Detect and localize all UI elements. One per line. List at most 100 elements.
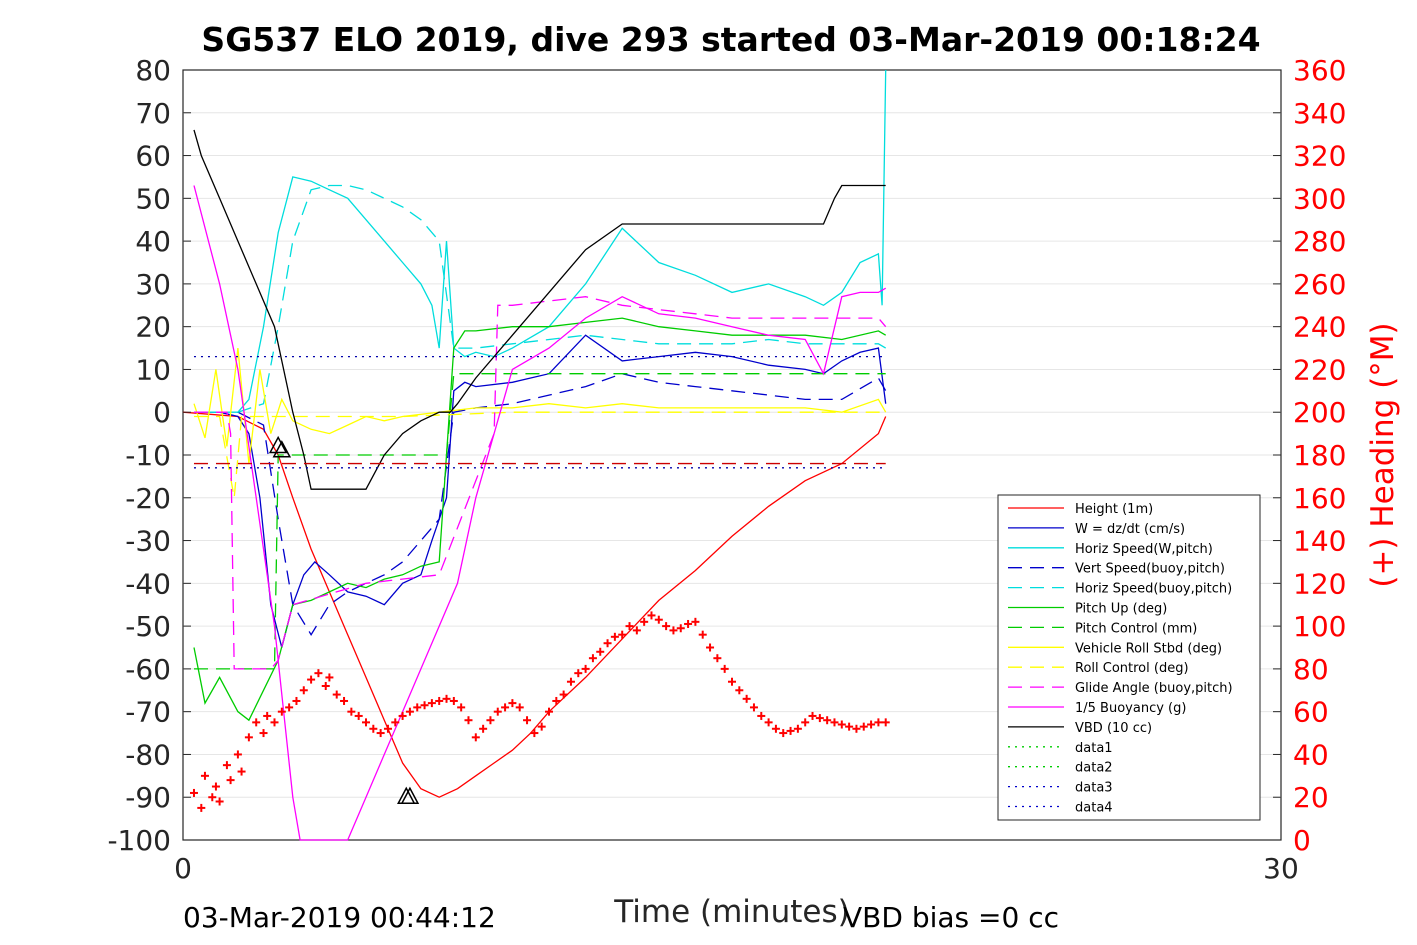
heading-point [442,694,451,703]
y-tick-label-left: -30 [125,525,171,558]
triangle-markers [268,435,420,804]
heading-point [881,718,890,727]
y-tick-label-right: 280 [1293,225,1346,258]
heading-point [581,664,590,673]
y-tick-label-right: 240 [1293,311,1346,344]
heading-point [764,718,773,727]
y-tick-label-left: -80 [125,738,171,771]
heading-point [706,643,715,652]
series-line-5 [193,317,887,722]
y-tick-label-right: 20 [1293,781,1329,814]
series-line-9 [194,296,887,670]
y-tick-label-right: 60 [1293,696,1329,729]
heading-point [530,729,539,738]
y-tick-label-right: 300 [1293,182,1346,215]
heading-point [523,716,532,725]
heading-point [277,707,286,716]
heading-point [559,690,568,699]
heading-point [501,703,510,712]
heading-point [508,699,517,708]
heading-point [662,622,671,631]
heading-point [420,701,429,710]
y-tick-label-right: 180 [1293,439,1346,472]
series-line-3 [237,373,887,636]
heading-point [354,711,363,720]
y-tick-label-left: 50 [135,182,171,215]
heading-point [859,722,868,731]
series-line-2 [194,69,887,413]
x-axis-label: Time (minutes) [613,894,849,930]
legend-label: Horiz Speed(W,pitch) [1075,542,1213,557]
triangle-marker [272,440,292,458]
series-lines [182,69,887,841]
heading-point [808,711,817,720]
heading-point [285,703,294,712]
heading-point [545,707,553,716]
y-tick-label-right: 200 [1293,396,1346,429]
heading-point [189,788,198,797]
y-tick-label-right: 160 [1293,482,1346,515]
heading-point [874,718,883,727]
heading-point [779,729,788,738]
footer-vbd-bias: VBD bias =0 cc [843,901,1059,934]
heading-point [259,729,268,738]
heading-point [200,771,209,780]
heading-point [852,724,861,733]
heading-point [237,767,246,776]
heading-point [471,733,480,742]
heading-point [713,654,722,663]
heading-point [625,622,634,631]
heading-point [376,729,385,738]
heading-point [486,716,495,725]
legend-label: Glide Angle (buoy,pitch) [1075,681,1233,696]
heading-point [464,716,473,725]
heading-point [676,624,685,633]
heading-point [618,630,627,639]
heading-point [215,797,224,806]
heading-point [197,803,206,812]
heading-point [793,724,802,733]
series-line-0 [182,411,887,798]
heading-point [684,619,693,628]
legend-label: data1 [1075,741,1113,756]
heading-point [815,714,824,723]
legend: Height (1m) W = dz/dt (cm/s) Horiz Speed(W… [997,494,1261,821]
heading-point [252,718,261,727]
legend-label: data4 [1075,801,1113,816]
y2-axis-label: (+) Heading (°M) [1365,322,1401,587]
heading-point [457,703,466,712]
triangle-marker [400,786,420,804]
heading-point [325,673,334,682]
y-tick-label-left: 0 [153,396,171,429]
series-line-10 [193,185,887,841]
heading-point [742,694,751,703]
y-tick-label-left: -100 [107,824,171,857]
y-tick-label-right: 100 [1293,610,1346,643]
y-tick-label-left: 40 [135,225,171,258]
heading-point [270,718,279,727]
heading-point [383,724,392,733]
heading-point [596,647,605,656]
heading-point [263,711,272,720]
heading-point [588,654,597,663]
y-tick-label-right: 220 [1293,353,1346,386]
y-tick-label-right: 40 [1293,738,1329,771]
series-line-11 [193,129,886,490]
heading-point [233,750,242,759]
heading-point [845,722,854,731]
heading-point [552,696,561,705]
heading-point [347,707,356,716]
heading-point [362,718,370,727]
y-tick-label-right: 80 [1293,653,1329,686]
heading-point [307,675,316,684]
y-tick-label-left: 30 [135,268,171,301]
y-tick-label-right: 140 [1293,525,1346,558]
legend-label: VBD (10 cc) [1075,721,1152,736]
heading-point [299,686,308,695]
y-tick-label-right: 120 [1293,567,1346,600]
y-tick-label-right: 360 [1293,54,1346,87]
heading-point [479,724,488,733]
heading-point [728,677,736,686]
heading-point [427,699,436,708]
y-tick-label-left: -60 [125,653,171,686]
